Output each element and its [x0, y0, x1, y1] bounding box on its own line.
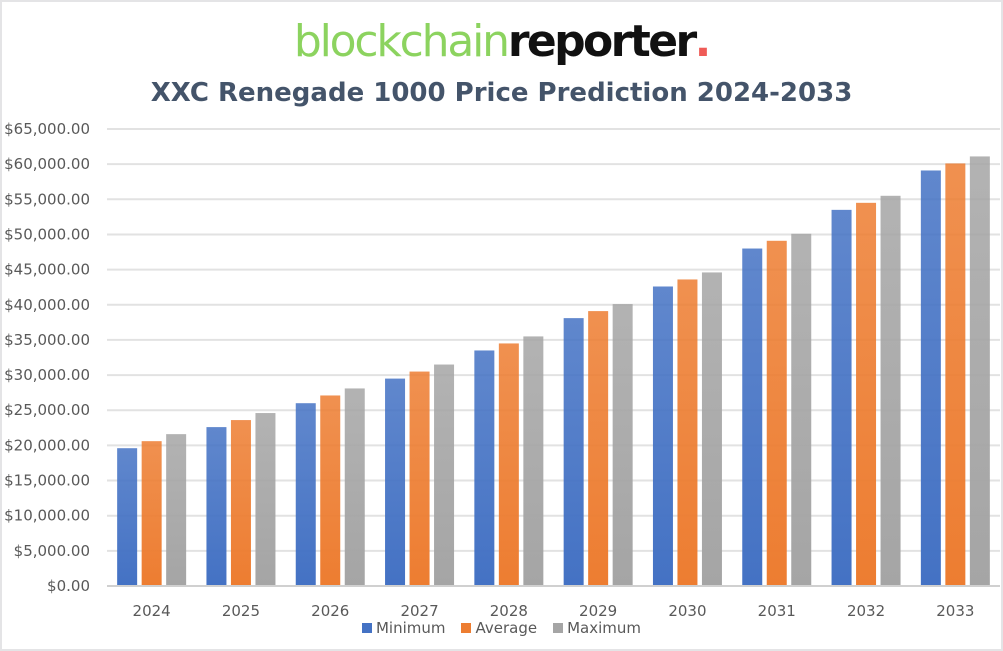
- x-tick-label: 2030: [668, 602, 706, 620]
- y-tick-label: $60,000.00: [4, 155, 90, 173]
- y-tick-label: $25,000.00: [4, 401, 90, 419]
- x-tick-label: 2027: [400, 602, 438, 620]
- y-tick-label: $55,000.00: [4, 190, 90, 208]
- bar-average-2033: [945, 163, 966, 585]
- y-tick-label: $15,000.00: [4, 472, 90, 490]
- y-tick-label: $40,000.00: [4, 296, 90, 314]
- legend-label: Minimum: [375, 619, 446, 637]
- legend-swatch: [361, 623, 372, 633]
- bar-average-2031: [766, 240, 787, 585]
- bar-maximum-2026: [344, 388, 365, 585]
- y-tick-label: $0.00: [47, 577, 90, 595]
- bar-average-2026: [320, 395, 341, 585]
- bar-average-2027: [409, 371, 430, 585]
- x-tick-label: 2025: [222, 602, 260, 620]
- legend-item-average: Average: [461, 619, 537, 637]
- bar-maximum-2028: [523, 336, 544, 585]
- x-tick-label: 2032: [847, 602, 885, 620]
- bar-average-2029: [588, 311, 609, 585]
- blockchainreporter-logo: blockchainreporter.: [0, 14, 1003, 70]
- bar-average-2030: [677, 279, 698, 585]
- y-tick-label: $50,000.00: [4, 225, 90, 243]
- logo-text-reporter: reporter: [507, 16, 697, 67]
- bar-minimum-2028: [474, 350, 495, 585]
- legend-label: Average: [475, 619, 538, 637]
- legend: Minimum Average Maximum: [0, 619, 1003, 637]
- bar-maximum-2033: [969, 156, 990, 586]
- y-tick-label: $20,000.00: [4, 436, 90, 454]
- x-tick-label: 2033: [936, 602, 974, 620]
- x-tick-label: 2024: [133, 602, 171, 620]
- x-tick-label: 2028: [490, 602, 528, 620]
- bar-minimum-2025: [206, 427, 227, 585]
- y-tick-label: $30,000.00: [4, 366, 90, 384]
- x-tick-label: 2031: [758, 602, 796, 620]
- bar-minimum-2027: [385, 378, 406, 585]
- legend-swatch: [461, 623, 472, 633]
- bar-minimum-2031: [742, 248, 763, 585]
- bars: [117, 156, 990, 586]
- bar-average-2025: [230, 420, 251, 585]
- y-tick-label: $5,000.00: [14, 542, 90, 560]
- bar-maximum-2030: [701, 272, 722, 585]
- bar-maximum-2025: [255, 413, 276, 585]
- bar-average-2024: [141, 441, 162, 585]
- y-tick-label: $10,000.00: [4, 507, 90, 525]
- legend-swatch: [553, 623, 564, 633]
- x-tick-label: 2029: [579, 602, 617, 620]
- bar-minimum-2030: [652, 286, 673, 585]
- y-tick-label: $45,000.00: [4, 261, 90, 279]
- bar-minimum-2029: [563, 318, 584, 585]
- bar-maximum-2024: [166, 434, 187, 585]
- legend-label: Maximum: [567, 619, 642, 637]
- legend-item-minimum: Minimum: [361, 619, 446, 637]
- legend-item-maximum: Maximum: [553, 619, 641, 637]
- bar-minimum-2024: [117, 448, 138, 585]
- y-tick-label: $35,000.00: [4, 331, 90, 349]
- bar-maximum-2032: [880, 195, 901, 586]
- bar-minimum-2026: [295, 403, 316, 585]
- bar-maximum-2029: [612, 304, 633, 585]
- x-axis-ticks: 2024 2025 2026 2027 2028 2029 2030 2031 2032 2033: [133, 602, 975, 620]
- logo-text-blockchain: blockchain: [293, 16, 510, 67]
- logo-dot: .: [694, 16, 712, 67]
- bar-average-2032: [856, 202, 877, 586]
- bar-maximum-2027: [434, 364, 455, 585]
- bar-minimum-2032: [831, 209, 852, 585]
- bar-average-2028: [498, 343, 519, 585]
- y-tick-label: $65,000.00: [4, 120, 90, 138]
- x-tick-label: 2026: [311, 602, 349, 620]
- bar-maximum-2031: [791, 233, 812, 585]
- chart-title: XXC Renegade 1000 Price Prediction 2024-…: [150, 78, 853, 108]
- y-axis-ticks: $0.00 $5,000.00 $10,000.00 $15,000.00 $20,00…: [4, 120, 90, 595]
- bar-minimum-2033: [920, 170, 941, 585]
